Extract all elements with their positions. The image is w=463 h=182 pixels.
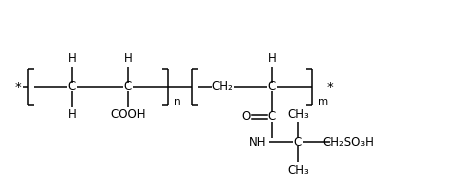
- Text: C: C: [267, 80, 275, 94]
- Text: NH: NH: [249, 136, 266, 149]
- Text: n: n: [173, 97, 180, 107]
- Text: CH₃: CH₃: [287, 108, 308, 120]
- Text: m: m: [317, 97, 327, 107]
- Text: H: H: [68, 52, 76, 66]
- Text: H: H: [123, 52, 132, 66]
- Text: CH₂SO₃H: CH₂SO₃H: [321, 136, 373, 149]
- Text: *: *: [326, 80, 332, 94]
- Text: H: H: [68, 108, 76, 122]
- Text: C: C: [68, 80, 76, 94]
- Text: *: *: [15, 80, 21, 94]
- Text: COOH: COOH: [110, 108, 145, 122]
- Text: CH₂: CH₂: [211, 80, 232, 94]
- Text: CH₃: CH₃: [287, 163, 308, 177]
- Text: O: O: [241, 110, 250, 124]
- Text: C: C: [267, 110, 275, 124]
- Text: C: C: [124, 80, 132, 94]
- Text: C: C: [293, 136, 301, 149]
- Text: H: H: [267, 52, 276, 66]
